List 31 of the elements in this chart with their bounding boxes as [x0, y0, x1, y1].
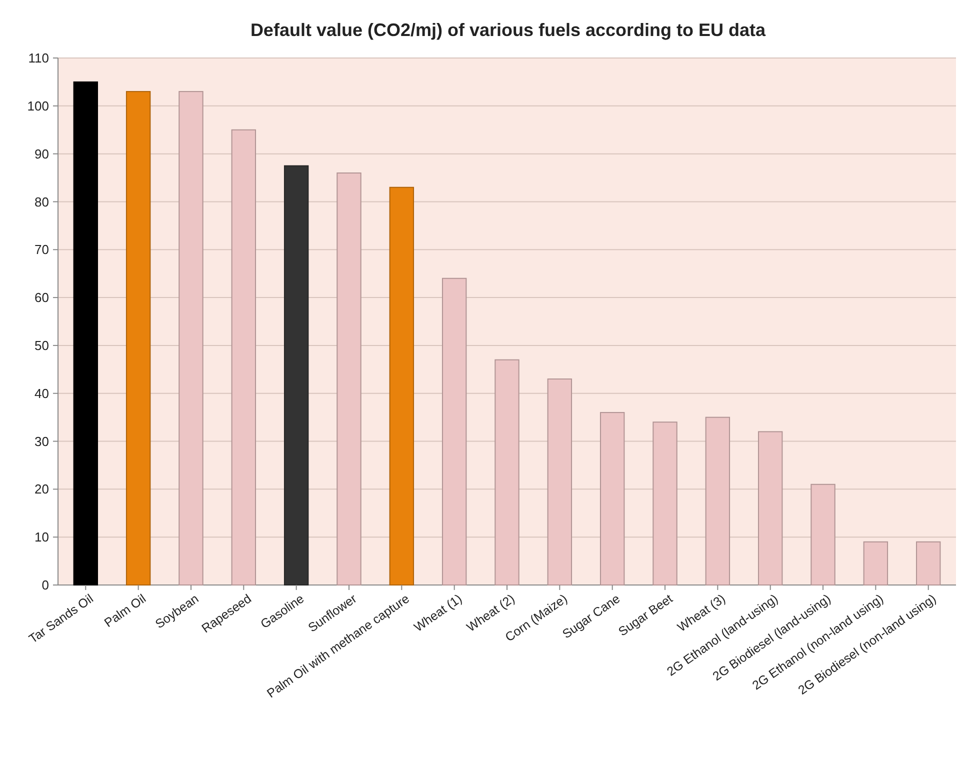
bar: [705, 416, 730, 586]
chart-title: Default value (CO2/mj) of various fuels according to EU data: [250, 20, 767, 40]
y-tick-label: 110: [28, 50, 49, 66]
bar: [810, 484, 836, 586]
bar: [284, 165, 309, 586]
y-tick-label: 10: [34, 530, 49, 545]
y-tick-label: 20: [34, 482, 49, 497]
bar: [231, 129, 256, 586]
bar: [73, 81, 98, 586]
bar: [389, 186, 414, 586]
y-tick-label: 50: [34, 338, 49, 354]
y-tick-label: 40: [34, 386, 49, 401]
bar: [916, 541, 941, 586]
bar: [652, 422, 678, 586]
y-tick-label: 80: [34, 194, 49, 210]
bar: [126, 91, 151, 586]
y-tick-label: 30: [34, 434, 49, 449]
bar: [336, 172, 362, 586]
y-tick-label: 100: [27, 98, 49, 114]
bar: [442, 278, 467, 586]
bar: [863, 541, 888, 586]
bar: [494, 359, 520, 586]
y-tick-label: 60: [34, 290, 49, 306]
y-tick-label: 70: [34, 242, 49, 258]
bar: [178, 91, 204, 586]
bar: [547, 378, 572, 586]
y-tick-label: 90: [34, 146, 49, 162]
x-tick-label: Palm Oil: [102, 592, 149, 630]
bar: [600, 412, 625, 586]
bar: [758, 431, 783, 586]
y-tick-label: 0: [42, 578, 49, 593]
